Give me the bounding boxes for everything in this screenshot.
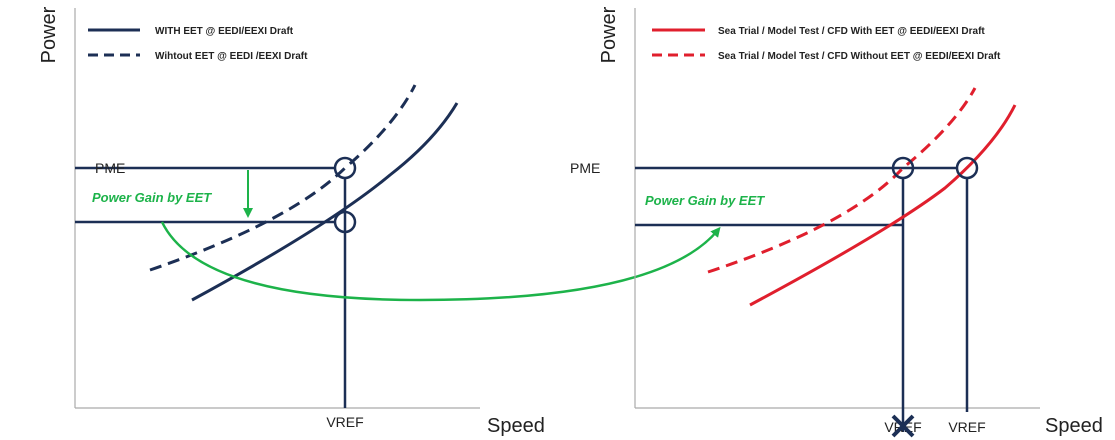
- vref-label: VREF: [326, 414, 363, 430]
- annotation: Power Gain by EET: [92, 190, 212, 205]
- curve-without-eet: [707, 87, 977, 274]
- point-circle: [955, 156, 979, 180]
- cross-mark: [891, 414, 915, 438]
- y-axis-label: Power: [38, 6, 60, 63]
- point-circle: [891, 156, 915, 180]
- curve-without-eet: [149, 84, 417, 272]
- pme-label: PME: [570, 160, 600, 176]
- transfer-arrow: [160, 221, 721, 302]
- curve-with-eet: [749, 104, 1017, 307]
- legend-label: Sea Trial / Model Test / CFD Without EET…: [718, 51, 1001, 62]
- point-circle: [333, 210, 357, 234]
- pme-label: PME: [95, 160, 125, 176]
- y-axis-label: Power: [598, 6, 620, 63]
- legend-label: Sea Trial / Model Test / CFD With EET @ …: [718, 26, 985, 37]
- x-axis-label: Speed: [1045, 415, 1103, 437]
- curve-with-eet: [191, 102, 459, 302]
- legend-label: Wihtout EET @ EEDI /EEXI Draft: [155, 51, 308, 62]
- legend-label: WITH EET @ EEDI/EEXI Draft: [155, 26, 294, 37]
- annotation: Power Gain by EET: [645, 193, 765, 208]
- left-panel: [74, 8, 480, 409]
- point-circle: [333, 156, 357, 180]
- right-panel: [634, 8, 1040, 432]
- vref-label: VREF: [948, 419, 985, 435]
- x-axis-label: Speed: [487, 415, 545, 437]
